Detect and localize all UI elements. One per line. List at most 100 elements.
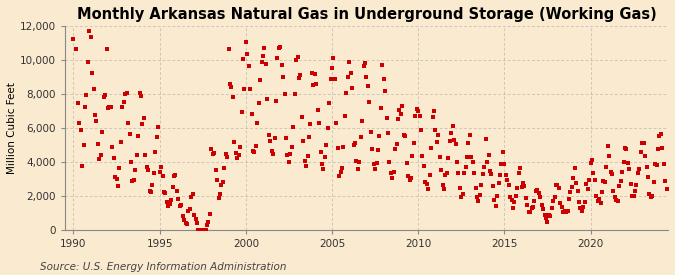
Point (466, 154, 477, 159)
Point (236, 110, 247, 115)
Point (108, 156, 119, 160)
Point (350, 141, 360, 146)
Point (580, 182, 591, 186)
Point (192, 221, 202, 225)
Point (286, 145, 297, 149)
Point (327, 66, 338, 71)
Point (144, 189, 155, 193)
Point (235, 144, 246, 149)
Point (160, 191, 171, 195)
Point (486, 172, 497, 177)
Point (564, 197, 574, 201)
Point (393, 117, 404, 122)
Point (290, 92, 300, 96)
Point (533, 190, 544, 195)
Point (653, 147, 664, 152)
Point (467, 160, 478, 164)
Point (578, 205, 589, 209)
Point (117, 104, 128, 109)
Point (153, 125, 163, 130)
Point (621, 147, 632, 151)
Point (161, 200, 172, 204)
Point (87, 71, 98, 75)
Point (313, 108, 323, 112)
Point (291, 58, 302, 62)
Point (92, 142, 103, 147)
Point (568, 176, 578, 180)
Point (243, 64, 254, 68)
Point (532, 188, 543, 192)
Point (220, 152, 231, 156)
Point (346, 71, 356, 75)
Point (632, 171, 643, 175)
Point (454, 186, 465, 190)
Point (324, 101, 335, 105)
Point (239, 87, 250, 92)
Point (262, 97, 273, 101)
Point (587, 158, 597, 162)
Point (203, 220, 214, 224)
Point (97, 130, 107, 134)
Point (519, 184, 530, 188)
Point (310, 82, 321, 86)
Point (299, 159, 310, 164)
Point (499, 162, 510, 167)
Point (616, 179, 626, 183)
Point (505, 195, 516, 199)
Point (128, 178, 139, 182)
Point (608, 188, 619, 193)
Point (71, 47, 82, 51)
Point (566, 185, 577, 189)
Point (460, 164, 471, 169)
Point (536, 203, 547, 208)
Point (383, 131, 394, 135)
Point (265, 139, 275, 143)
Point (119, 92, 130, 97)
Point (502, 178, 512, 183)
Point (328, 56, 339, 60)
Point (216, 183, 227, 187)
Point (448, 124, 458, 128)
Point (212, 178, 223, 182)
Point (295, 73, 306, 77)
Point (631, 183, 642, 188)
Point (374, 134, 385, 139)
Point (206, 147, 217, 151)
Point (485, 169, 495, 173)
Point (554, 186, 564, 191)
Point (182, 221, 192, 226)
Point (292, 55, 303, 60)
Point (123, 121, 134, 126)
Point (362, 84, 373, 88)
Point (398, 133, 409, 138)
Point (202, 223, 213, 227)
Point (111, 177, 122, 182)
Point (624, 166, 634, 171)
Point (628, 194, 639, 198)
Point (254, 78, 265, 82)
Point (100, 93, 111, 97)
Point (342, 75, 353, 79)
Point (634, 167, 645, 171)
Point (579, 200, 590, 204)
Point (464, 133, 475, 137)
Point (417, 154, 428, 158)
Point (561, 210, 572, 214)
Point (650, 162, 661, 166)
Point (148, 171, 159, 175)
Point (278, 75, 289, 79)
Point (575, 206, 586, 210)
Point (396, 112, 406, 117)
Point (240, 40, 251, 44)
Point (133, 134, 144, 139)
Point (541, 216, 551, 221)
Point (479, 164, 489, 169)
Point (637, 141, 647, 145)
Point (425, 173, 435, 177)
Point (571, 181, 582, 185)
Point (410, 114, 421, 119)
Point (558, 210, 568, 214)
Point (407, 153, 418, 158)
Point (105, 105, 116, 109)
Point (268, 152, 279, 156)
